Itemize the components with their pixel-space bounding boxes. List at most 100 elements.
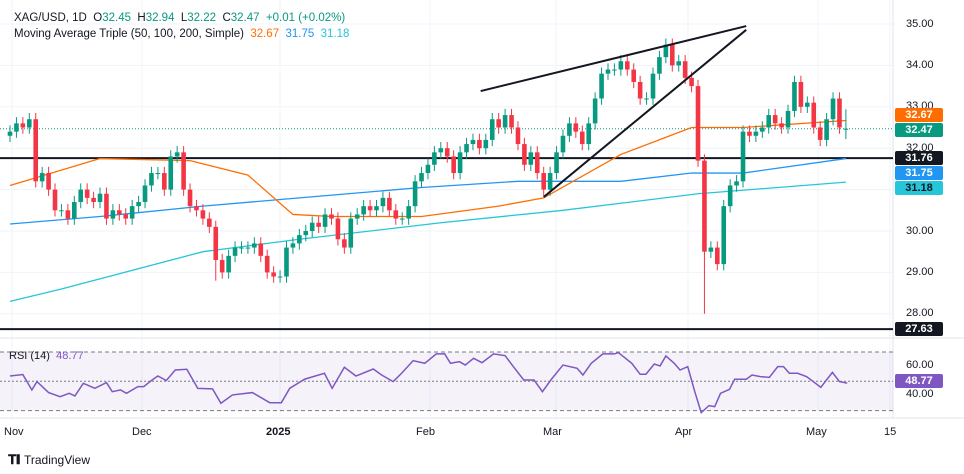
symbol-label: XAG/USD, 1D: [14, 12, 87, 24]
candle-body: [7, 131, 13, 136]
candle-body: [399, 218, 405, 220]
candle-body: [239, 247, 244, 249]
ma200-line: [9, 181, 846, 303]
wedge-trendline: [543, 29, 747, 198]
candle-body: [412, 181, 418, 207]
ma-title: Moving Average Triple (50, 100, 200, Sim…: [14, 28, 244, 40]
candle-body: [489, 119, 495, 140]
candle-body: [747, 131, 752, 136]
candle-body: [406, 206, 411, 219]
high-label: H: [137, 12, 146, 24]
candle-body: [785, 110, 791, 128]
candle-body: [187, 189, 193, 207]
candle-body: [329, 214, 334, 219]
close-label: C: [222, 12, 231, 24]
candle-body: [470, 139, 476, 145]
candle-body: [258, 243, 264, 256]
candle-body: [702, 160, 707, 252]
candle-body: [766, 115, 772, 128]
candle-body: [522, 144, 527, 165]
candle-body: [33, 119, 39, 182]
candle-body: [721, 206, 727, 265]
candle-body: [682, 61, 688, 78]
candle-body: [515, 127, 521, 145]
candle-body: [477, 139, 482, 149]
candle-body: [136, 202, 141, 207]
candle-body: [438, 148, 444, 153]
candle-body: [837, 98, 842, 128]
close-price-label: 32.47: [895, 123, 943, 137]
candle-body: [792, 81, 797, 111]
support-low-label: 27.63: [895, 322, 943, 336]
candle-body: [354, 214, 360, 219]
candle-body: [129, 206, 135, 219]
candle-body: [605, 69, 611, 74]
ma100-value: 31.75: [285, 28, 315, 40]
candle-body: [162, 173, 167, 190]
candle-body: [528, 152, 534, 165]
brand-label: TradingView: [23, 453, 91, 467]
date-label: Mar: [543, 426, 562, 438]
candle-body: [46, 173, 51, 190]
candle-body: [464, 144, 469, 153]
candle-body: [97, 193, 103, 203]
candle-body: [419, 173, 424, 182]
date-label: 2025: [266, 426, 291, 438]
ma100-price-label: 31.75: [895, 166, 943, 180]
candle-body: [676, 61, 682, 66]
candle-body: [425, 164, 431, 174]
ma50-line: [9, 119, 846, 218]
candle-body: [149, 173, 154, 186]
candle-body: [586, 123, 591, 145]
candle-body: [194, 206, 199, 211]
candle-body: [72, 202, 77, 219]
candle-body: [573, 123, 579, 132]
candle-body: [772, 115, 778, 124]
date-label: Apr: [675, 426, 693, 438]
candle-body: [226, 255, 231, 273]
change-value: +0.01 (+0.02%): [265, 12, 346, 24]
candle-body: [618, 61, 624, 70]
low-label: L: [180, 12, 188, 24]
candle-body: [322, 214, 328, 227]
candle-body: [252, 243, 257, 248]
ma50-value: 32.67: [250, 28, 280, 40]
candle-body: [560, 135, 566, 153]
candle-body: [534, 152, 540, 174]
candle-body: [444, 148, 450, 157]
price-tick: 29.00: [906, 266, 934, 278]
date-label: Feb: [416, 426, 435, 438]
candle-body: [290, 243, 296, 248]
candle-body: [650, 73, 656, 99]
candle-body: [663, 44, 669, 58]
candle-body: [541, 173, 546, 190]
candle-body: [123, 214, 129, 219]
tradingview-logo[interactable]: 𝐓❙ TradingView: [8, 452, 90, 468]
candle-body: [316, 222, 321, 227]
candle-body: [689, 77, 694, 87]
candle-body: [811, 102, 817, 128]
candle-body: [567, 123, 572, 136]
rsi-value: 48.77: [56, 350, 84, 362]
candle-body: [277, 276, 283, 278]
low-value: 32.22: [187, 12, 217, 24]
rsi-tick: 60.00: [906, 359, 934, 371]
candle-body: [579, 131, 585, 145]
candle-body: [91, 197, 96, 203]
close-value: 32.47: [230, 12, 260, 24]
candle-body: [631, 69, 637, 82]
date-label: May: [806, 426, 827, 438]
price-tick: 30.00: [906, 225, 934, 237]
candle-body: [155, 173, 161, 175]
candle-body: [695, 86, 701, 161]
candle-body: [798, 81, 804, 107]
rsi-tick: 40.00: [906, 388, 934, 400]
candle-body: [483, 139, 489, 149]
ma50-price-label: 32.67: [895, 108, 943, 122]
candle-body: [14, 123, 19, 132]
candle-body: [264, 255, 270, 273]
candle-body: [753, 131, 759, 136]
candle-body: [59, 210, 64, 212]
